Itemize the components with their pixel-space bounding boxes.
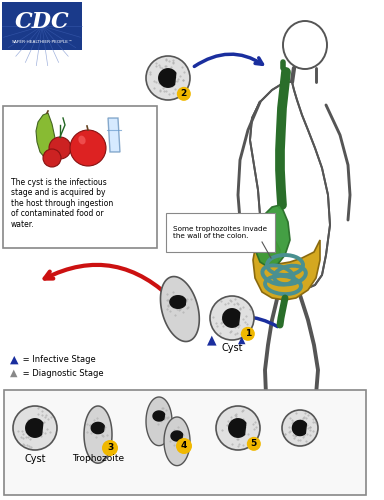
FancyBboxPatch shape [4,390,366,495]
Polygon shape [36,113,55,158]
Circle shape [102,440,118,456]
Text: SAFER·HEALTHIER·PEOPLE™: SAFER·HEALTHIER·PEOPLE™ [11,40,73,44]
Text: 2: 2 [181,90,187,98]
Text: ▲: ▲ [10,368,18,378]
Circle shape [176,438,192,454]
Text: = Diagnostic Stage: = Diagnostic Stage [20,368,104,378]
Polygon shape [223,309,240,327]
Circle shape [13,406,57,450]
Polygon shape [170,296,186,308]
Polygon shape [164,417,190,466]
Text: Some trophozoites invade
the wall of the colon.: Some trophozoites invade the wall of the… [173,226,267,238]
Circle shape [241,327,255,341]
Text: 4: 4 [181,442,187,450]
Text: ▲: ▲ [207,334,217,346]
Polygon shape [250,82,330,295]
Text: ▲: ▲ [238,335,246,345]
Circle shape [43,149,61,167]
Text: 3: 3 [107,444,113,452]
FancyBboxPatch shape [166,213,275,252]
Text: Trophozoite: Trophozoite [72,454,124,463]
Ellipse shape [283,21,327,69]
Circle shape [210,296,254,340]
Polygon shape [159,69,176,87]
Circle shape [282,410,318,446]
Polygon shape [26,419,43,437]
Polygon shape [255,205,290,267]
Text: ▲: ▲ [10,355,18,365]
Polygon shape [229,419,246,437]
Polygon shape [153,411,165,421]
Polygon shape [108,118,120,152]
FancyBboxPatch shape [2,2,82,50]
Polygon shape [171,431,182,441]
Text: = Infective Stage: = Infective Stage [20,356,96,364]
Polygon shape [146,397,172,446]
Polygon shape [161,276,199,342]
Text: CDC: CDC [15,11,70,33]
Text: The cyst is the infectious
stage and is acquired by
the host through ingestion
o: The cyst is the infectious stage and is … [11,178,113,228]
Text: Cyst: Cyst [221,343,243,353]
Text: Cyst: Cyst [24,454,46,464]
Text: 5: 5 [251,440,257,448]
Polygon shape [293,420,306,436]
Circle shape [146,56,190,100]
Polygon shape [91,422,104,434]
Circle shape [177,87,191,101]
Circle shape [216,406,260,450]
Circle shape [70,130,106,166]
Polygon shape [253,238,320,300]
Polygon shape [84,406,112,463]
Text: 1: 1 [245,330,251,338]
Circle shape [49,137,71,159]
FancyBboxPatch shape [3,106,157,248]
Circle shape [247,437,261,451]
Ellipse shape [78,136,86,144]
